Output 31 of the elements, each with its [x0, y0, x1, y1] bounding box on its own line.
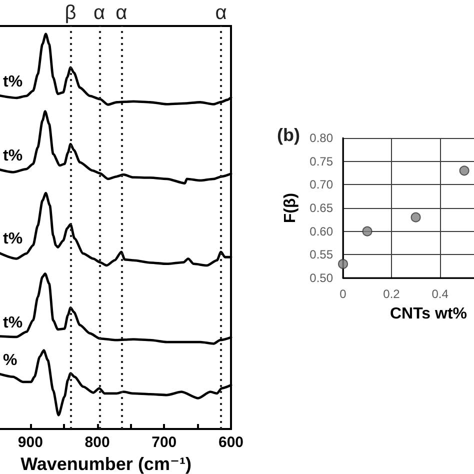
y-tick-label: 0.60 — [310, 224, 334, 238]
series-label: t% — [3, 74, 23, 91]
x-tick-label: 900 — [18, 434, 43, 451]
ref-line-label: α — [215, 2, 227, 24]
point — [410, 212, 421, 222]
series-label: t% — [3, 314, 23, 332]
ref-line-label: α — [116, 2, 128, 24]
point — [338, 259, 348, 269]
y-tick-label: 0.75 — [310, 154, 334, 168]
series-label: % — [3, 352, 18, 369]
y-tick-label: 0.70 — [310, 178, 334, 192]
y-tick-label: 0.80 — [310, 131, 334, 145]
x-tick-label: 700 — [152, 434, 177, 451]
series-label: t% — [3, 148, 23, 165]
series-label: t% — [3, 230, 23, 248]
x-tick-label: 0.2 — [383, 287, 400, 301]
chart-title: (b) — [277, 125, 300, 145]
x-tick-label: 600 — [218, 434, 244, 451]
x-tick-label: 800 — [84, 434, 110, 451]
y-tick-label: 0.55 — [310, 248, 334, 262]
y-tick-label: 0.50 — [310, 271, 334, 285]
ref-line-label: β — [64, 2, 76, 24]
y-axis-title: F(β) — [282, 192, 300, 224]
x-tick-label: 0 — [340, 287, 347, 301]
x-axis-title: Wavenumber (cm⁻¹) — [20, 454, 192, 474]
ref-line-label: α — [94, 2, 106, 24]
point — [362, 226, 372, 236]
x-tick-label: 0.4 — [432, 287, 449, 301]
point — [459, 166, 470, 176]
y-tick-label: 0.65 — [310, 201, 334, 215]
x-axis-title: CNTs wt% — [390, 306, 468, 322]
